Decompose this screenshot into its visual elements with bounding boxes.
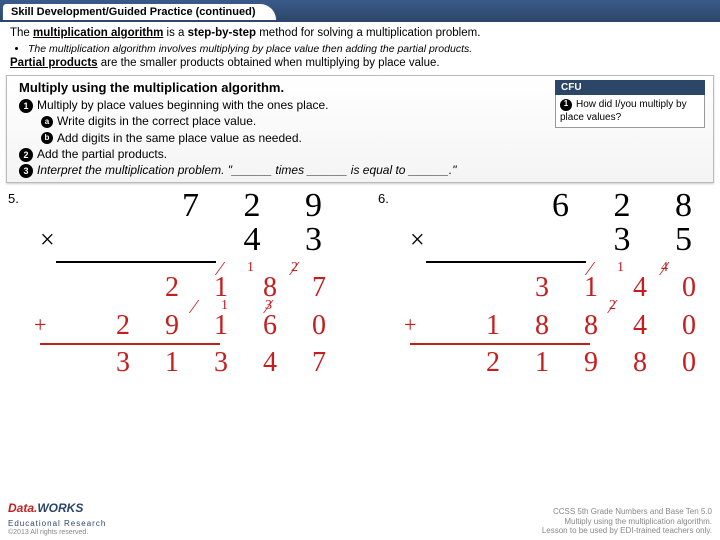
intro-bullet: The multiplication algorithm involves mu… — [28, 42, 710, 56]
badge-b: b — [41, 132, 53, 144]
answer: 2 1 9 8 0 — [440, 348, 710, 377]
multiplier: 4 3 — [244, 221, 341, 258]
t: are the smaller products obtained when m… — [98, 57, 440, 69]
problem-number: 5. — [8, 191, 19, 206]
step-3: Interpret the multiplication problem. "_… — [37, 163, 456, 177]
problems-area: 5. 7 2 9 ×4 3 1 2 ⁄ ⁄ 2 1 8 7 1 3 ⁄ ⁄ +2… — [0, 183, 720, 377]
copyright: ©2013 All rights reserved. — [8, 529, 106, 536]
logo: Data.WORKSEducational Research — [8, 501, 106, 529]
t: is a — [163, 27, 187, 39]
badge-3: 3 — [19, 164, 33, 178]
problem-6: 6. 6 2 8 ×3 5 1 4 ⁄ ⁄ 3 1 4 0 2 ⁄ +1 8 8… — [380, 189, 710, 377]
cfu-header: CFU — [555, 80, 705, 95]
step-1: Multiply by place values beginning with … — [37, 98, 329, 112]
cfu-question: How did I/you multiply by place values? — [560, 99, 687, 123]
footer: Data.WORKSEducational Research ©2013 All… — [8, 501, 712, 536]
rule — [56, 261, 216, 263]
plus-icon: + — [404, 313, 430, 336]
rule — [410, 343, 590, 345]
cfu-badge: 1 — [560, 99, 572, 111]
footer-right: CCSS 5th Grade Numbers and Base Ten 5.0 … — [542, 507, 712, 536]
rule — [40, 343, 220, 345]
section-title: Skill Development/Guided Practice (conti… — [2, 3, 277, 20]
plus-icon: + — [34, 313, 60, 336]
term-partial: Partial products — [10, 57, 98, 69]
multiplicand: 7 2 9 — [70, 189, 340, 223]
times-icon: × — [40, 227, 73, 253]
problem-5: 5. 7 2 9 ×4 3 1 2 ⁄ ⁄ 2 1 8 7 1 3 ⁄ ⁄ +2… — [10, 189, 340, 377]
problem-number: 6. — [378, 191, 389, 206]
partial-2: 1 8 8 4 0 — [486, 310, 710, 341]
lesson-title: Multiply using the multiplication algori… — [542, 517, 712, 527]
intro-text: The multiplication algorithm is a step-b… — [0, 22, 720, 73]
badge-2: 2 — [19, 148, 33, 162]
answer: 3 1 3 4 7 — [70, 348, 340, 377]
lesson-note: Lesson to be used by EDI-trained teacher… — [542, 526, 712, 536]
times-icon: × — [410, 227, 443, 253]
standard-ref: CCSS 5th Grade Numbers and Base Ten 5.0 — [542, 507, 712, 517]
footer-left: Data.WORKSEducational Research ©2013 All… — [8, 501, 106, 536]
t: method for solving a multiplication prob… — [256, 27, 480, 39]
term-algorithm: multiplication algorithm — [33, 27, 163, 39]
cfu-box: CFU 1How did I/you multiply by place val… — [555, 80, 705, 128]
step-1a: Write digits in the correct place value. — [57, 114, 256, 128]
title-bar: Skill Development/Guided Practice (conti… — [0, 0, 720, 22]
t: The — [10, 27, 33, 39]
t: step-by-step — [188, 27, 256, 39]
badge-1: 1 — [19, 99, 33, 113]
steps-box: Multiply using the multiplication algori… — [6, 75, 714, 183]
step-1b: Add digits in the same place value as ne… — [57, 131, 302, 145]
step-2: Add the partial products. — [37, 147, 167, 161]
strike-icon: ⁄ ⁄ — [218, 259, 310, 280]
multiplicand: 6 2 8 — [440, 189, 710, 223]
badge-a: a — [41, 116, 53, 128]
strike-icon: ⁄ ⁄ — [588, 259, 680, 280]
multiplier: 3 5 — [614, 221, 711, 258]
strike-icon: ⁄ — [611, 297, 628, 318]
strike-icon: ⁄ ⁄ — [192, 297, 284, 318]
rule — [426, 261, 586, 263]
